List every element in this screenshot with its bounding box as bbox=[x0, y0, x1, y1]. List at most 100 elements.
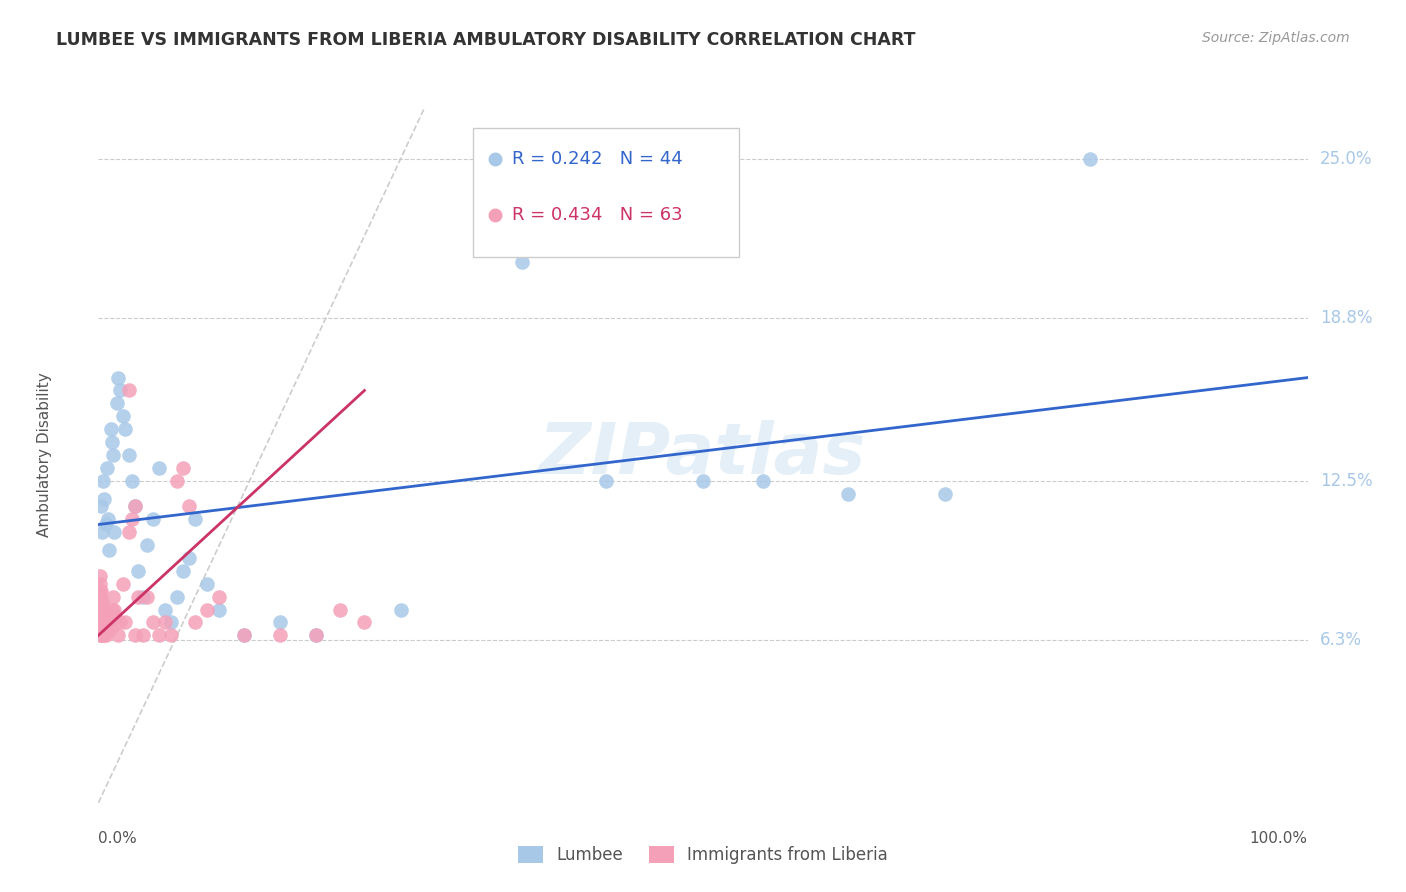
Point bbox=[195, 576, 218, 591]
Point bbox=[94, 628, 117, 642]
Point bbox=[104, 610, 127, 624]
Point bbox=[90, 500, 112, 514]
Point bbox=[118, 384, 141, 398]
Point bbox=[103, 602, 125, 616]
Point bbox=[100, 435, 122, 450]
Point bbox=[93, 615, 115, 630]
Text: R = 0.434   N = 63: R = 0.434 N = 63 bbox=[512, 206, 682, 224]
Point bbox=[114, 422, 136, 436]
Point bbox=[90, 595, 112, 609]
Point bbox=[124, 628, 146, 642]
Point bbox=[142, 512, 165, 526]
Point bbox=[153, 602, 176, 616]
Point bbox=[100, 621, 122, 635]
Point bbox=[101, 590, 124, 604]
Text: R = 0.242   N = 44: R = 0.242 N = 44 bbox=[512, 150, 683, 169]
Point bbox=[132, 628, 155, 642]
Point bbox=[114, 615, 136, 630]
Point bbox=[91, 525, 114, 540]
Point bbox=[389, 602, 412, 616]
Point bbox=[1078, 152, 1101, 166]
Point bbox=[96, 460, 118, 475]
Point bbox=[172, 564, 194, 578]
Point bbox=[91, 628, 114, 642]
Point bbox=[90, 584, 112, 599]
Point bbox=[269, 628, 291, 642]
Point bbox=[305, 628, 328, 642]
Point bbox=[93, 628, 115, 642]
Point bbox=[837, 486, 859, 500]
Point bbox=[184, 615, 207, 630]
Point bbox=[91, 595, 114, 609]
Text: 12.5%: 12.5% bbox=[1320, 472, 1372, 490]
Point bbox=[124, 500, 146, 514]
Point bbox=[132, 590, 155, 604]
Point bbox=[166, 474, 188, 488]
Point bbox=[208, 590, 231, 604]
Point bbox=[160, 615, 183, 630]
Point bbox=[98, 610, 121, 624]
Point bbox=[269, 615, 291, 630]
Point bbox=[510, 254, 533, 268]
Point bbox=[96, 621, 118, 635]
Point bbox=[148, 628, 170, 642]
Text: 25.0%: 25.0% bbox=[1320, 150, 1372, 168]
Point bbox=[89, 590, 111, 604]
Text: ZIPatlas: ZIPatlas bbox=[540, 420, 866, 490]
Point bbox=[91, 621, 114, 635]
Point bbox=[93, 491, 115, 506]
Point bbox=[90, 628, 112, 642]
Point bbox=[148, 460, 170, 475]
Point bbox=[108, 615, 131, 630]
Point bbox=[195, 602, 218, 616]
Point bbox=[232, 628, 254, 642]
Point bbox=[91, 602, 114, 616]
Point bbox=[100, 422, 122, 436]
Point bbox=[89, 595, 111, 609]
Point bbox=[118, 448, 141, 462]
Text: 100.0%: 100.0% bbox=[1250, 830, 1308, 846]
Point bbox=[127, 564, 149, 578]
Point bbox=[124, 500, 146, 514]
Point bbox=[89, 569, 111, 583]
Text: Ambulatory Disability: Ambulatory Disability bbox=[37, 373, 52, 537]
Point bbox=[103, 525, 125, 540]
Point bbox=[93, 602, 115, 616]
Point bbox=[160, 628, 183, 642]
Point bbox=[100, 602, 122, 616]
Point bbox=[121, 474, 143, 488]
Point bbox=[184, 512, 207, 526]
Point bbox=[692, 474, 714, 488]
Point bbox=[89, 610, 111, 624]
Point bbox=[98, 543, 121, 558]
Point bbox=[305, 628, 328, 642]
Point bbox=[595, 474, 617, 488]
Point bbox=[934, 486, 956, 500]
Point bbox=[135, 590, 157, 604]
Point bbox=[89, 602, 111, 616]
Point bbox=[105, 396, 128, 410]
Point bbox=[89, 576, 111, 591]
Point bbox=[90, 602, 112, 616]
Point bbox=[89, 621, 111, 635]
Point bbox=[97, 615, 120, 630]
Point bbox=[91, 474, 114, 488]
Point bbox=[94, 517, 117, 532]
Point bbox=[91, 610, 114, 624]
Point bbox=[89, 584, 111, 599]
Point bbox=[94, 615, 117, 630]
Point bbox=[118, 525, 141, 540]
Point bbox=[89, 628, 111, 642]
Point bbox=[91, 628, 114, 642]
Point bbox=[232, 628, 254, 642]
Point bbox=[177, 551, 201, 566]
Text: 6.3%: 6.3% bbox=[1320, 632, 1361, 649]
Point bbox=[111, 409, 134, 424]
Text: 0.0%: 0.0% bbox=[98, 830, 138, 846]
Point bbox=[135, 538, 157, 552]
Point bbox=[89, 615, 111, 630]
Point bbox=[127, 590, 149, 604]
Point bbox=[107, 370, 129, 384]
Point bbox=[97, 512, 120, 526]
Text: Source: ZipAtlas.com: Source: ZipAtlas.com bbox=[1202, 31, 1350, 45]
